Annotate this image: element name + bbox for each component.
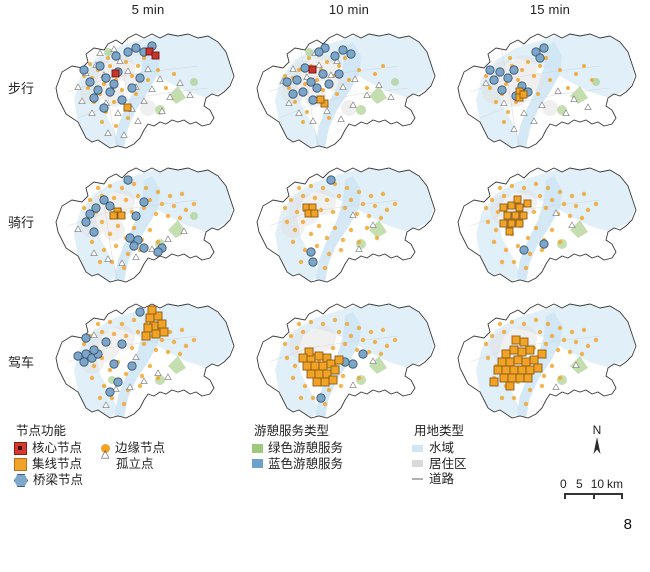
core-node-layer bbox=[308, 65, 317, 74]
isolated-node-icon bbox=[101, 449, 111, 468]
scale-unit: km bbox=[607, 477, 624, 491]
column-header-10min: 10 min bbox=[328, 2, 370, 17]
map-panel-walking-5min[interactable] bbox=[48, 22, 248, 154]
map-canvas bbox=[249, 292, 449, 424]
figure-legend: 节点功能 核心节点 集线节点 桥梁节点 bbox=[0, 420, 650, 520]
scale-tick-10: 10 bbox=[590, 477, 605, 491]
map-grid bbox=[48, 20, 650, 419]
bridge-node-icon bbox=[14, 474, 28, 487]
isolated-node-layer bbox=[349, 357, 377, 388]
blue-recreation-icon bbox=[252, 459, 263, 469]
road-icon bbox=[412, 478, 423, 481]
bridge-node-layer bbox=[306, 175, 336, 267]
map-panel-cycling-10min[interactable] bbox=[249, 156, 449, 288]
legend-label-road: 道路 bbox=[429, 472, 455, 486]
map-panel-cycling-5min[interactable] bbox=[48, 156, 248, 288]
legend-land-use: 用地类型 水域 居住区 道路 bbox=[412, 420, 467, 486]
legend-label-bridge-node: 桥梁节点 bbox=[33, 473, 84, 488]
map-canvas bbox=[450, 156, 650, 288]
map-canvas bbox=[48, 22, 248, 154]
core-node-layer bbox=[111, 47, 160, 78]
isolated-node-layer bbox=[74, 225, 188, 266]
legend-label-core-node: 核心节点 bbox=[32, 441, 83, 456]
scale-tick-5: 5 bbox=[576, 477, 583, 491]
hub-node-icon bbox=[14, 458, 27, 471]
legend-label-residential: 居住区 bbox=[429, 456, 467, 471]
map-canvas bbox=[450, 22, 650, 154]
column-headers: 5 min 10 min 15 min bbox=[48, 2, 650, 22]
legend-label-hub-node: 集线节点 bbox=[32, 457, 83, 472]
core-node-icon bbox=[14, 442, 27, 455]
map-canvas bbox=[249, 22, 449, 154]
map-panel-cycling-15min[interactable] bbox=[450, 156, 650, 288]
hub-node-layer bbox=[298, 347, 344, 387]
hub-node-layer bbox=[123, 103, 132, 112]
hub-node-layer bbox=[316, 95, 329, 108]
page-number: 8 bbox=[623, 516, 632, 533]
legend-label-blue-recreation: 蓝色游憩服务 bbox=[268, 456, 344, 471]
north-arrow-label: N bbox=[592, 423, 602, 437]
water-icon bbox=[412, 444, 423, 452]
legend-label-green-recreation: 绿色游憩服务 bbox=[268, 441, 344, 455]
row-label-driving: 驾车 bbox=[8, 355, 35, 370]
isolated-node-layer bbox=[279, 49, 395, 124]
legend-item-water[interactable]: 水域 bbox=[412, 442, 467, 455]
legend-item-residential[interactable]: 居住区 bbox=[412, 456, 467, 471]
legend-item-road[interactable]: 道路 bbox=[412, 473, 467, 486]
legend-node-function: 节点功能 核心节点 集线节点 桥梁节点 bbox=[14, 420, 165, 487]
legend-item-core-node[interactable]: 核心节点 bbox=[14, 442, 83, 455]
green-recreation-icon bbox=[252, 443, 263, 453]
map-canvas bbox=[48, 156, 248, 288]
hub-node-layer bbox=[109, 207, 126, 220]
north-arrow: N bbox=[583, 424, 611, 455]
map-panel-walking-10min[interactable] bbox=[249, 22, 449, 154]
hub-node-layer bbox=[302, 203, 319, 218]
legend-title-land-use: 用地类型 bbox=[414, 424, 465, 438]
legend-title-node-function: 节点功能 bbox=[16, 424, 67, 438]
legend-title-service-type: 游憩服务类型 bbox=[254, 424, 330, 438]
legend-item-isolated-node[interactable]: 孤立点 bbox=[101, 449, 165, 471]
legend-label-water: 水域 bbox=[429, 441, 455, 455]
hub-node-layer bbox=[515, 87, 528, 102]
north-arrow-icon bbox=[593, 437, 601, 454]
isolated-node-layer bbox=[552, 209, 576, 228]
residential-icon bbox=[412, 460, 423, 468]
row-label-walking: 步行 bbox=[8, 81, 35, 96]
legend-label-isolated-node: 孤立点 bbox=[116, 456, 154, 471]
bridge-node-layer bbox=[519, 239, 549, 255]
column-header-15min: 15 min bbox=[529, 2, 571, 17]
legend-item-hub-node[interactable]: 集线节点 bbox=[14, 458, 83, 471]
map-panel-driving-15min[interactable] bbox=[450, 292, 650, 424]
map-canvas bbox=[249, 156, 449, 288]
isolated-node-layer bbox=[349, 211, 377, 252]
hub-node-layer bbox=[141, 305, 169, 341]
scale-bar-rule bbox=[560, 493, 646, 499]
isolated-node-layer bbox=[552, 361, 580, 390]
row-label-cycling: 骑行 bbox=[8, 215, 35, 230]
map-panel-driving-5min[interactable] bbox=[48, 292, 248, 424]
scale-bar: 0 5 10 km bbox=[560, 478, 646, 499]
legend-service-type: 游憩服务类型 绿色游憩服务 蓝色游憩服务 bbox=[252, 420, 343, 470]
isolated-node-layer bbox=[90, 331, 172, 408]
map-panel-driving-10min[interactable] bbox=[249, 292, 449, 424]
legend-item-blue-recreation[interactable]: 蓝色游憩服务 bbox=[252, 456, 344, 471]
map-canvas bbox=[48, 292, 248, 424]
legend-label-edge-node: 边缘节点 bbox=[115, 441, 166, 455]
map-panel-walking-15min[interactable] bbox=[450, 22, 650, 154]
bridge-node-layer bbox=[282, 43, 356, 105]
legend-item-bridge-node[interactable]: 桥梁节点 bbox=[14, 474, 83, 487]
bridge-node-layer bbox=[73, 307, 145, 397]
bridge-node-layer bbox=[79, 41, 157, 113]
legend-item-edge-node[interactable]: 边缘节点 bbox=[101, 442, 165, 455]
hub-node-layer bbox=[489, 335, 547, 391]
edge-node-layer bbox=[283, 56, 385, 124]
hub-node-layer bbox=[499, 195, 532, 236]
isolated-node-layer bbox=[482, 79, 592, 132]
legend-item-green-recreation[interactable]: 绿色游憩服务 bbox=[252, 442, 343, 455]
map-canvas bbox=[450, 292, 650, 424]
column-header-5min: 5 min bbox=[131, 2, 165, 17]
